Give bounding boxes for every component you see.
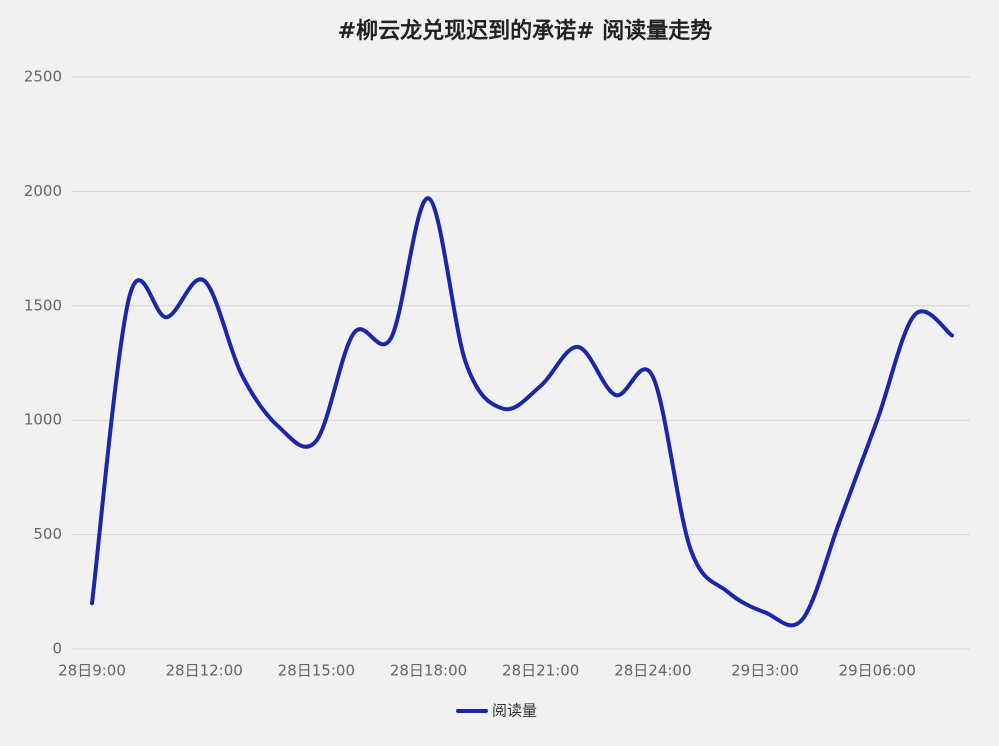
y-tick-label: 2500 [24,68,62,86]
x-tick-label: 28日24:00 [614,662,691,680]
chart-title: #柳云龙兑现迟到的承诺# 阅读量走势 [338,18,713,44]
y-tick-label: 0 [52,640,62,658]
x-tick-label: 29日06:00 [839,662,916,680]
y-tick-label: 1000 [24,411,62,429]
y-tick-label: 500 [33,525,62,543]
x-tick-label: 28日15:00 [278,662,355,680]
y-tick-label: 2000 [24,182,62,200]
x-tick-label: 29日3:00 [731,662,799,680]
legend-label: 阅读量 [492,702,537,720]
x-tick-label: 28日21:00 [502,662,579,680]
y-tick-label: 1500 [24,296,62,314]
x-tick-label: 28日18:00 [390,662,467,680]
line [90,196,954,628]
x-tick-label: 28日12:00 [166,662,243,680]
x-tick-label: 28日9:00 [58,662,126,680]
